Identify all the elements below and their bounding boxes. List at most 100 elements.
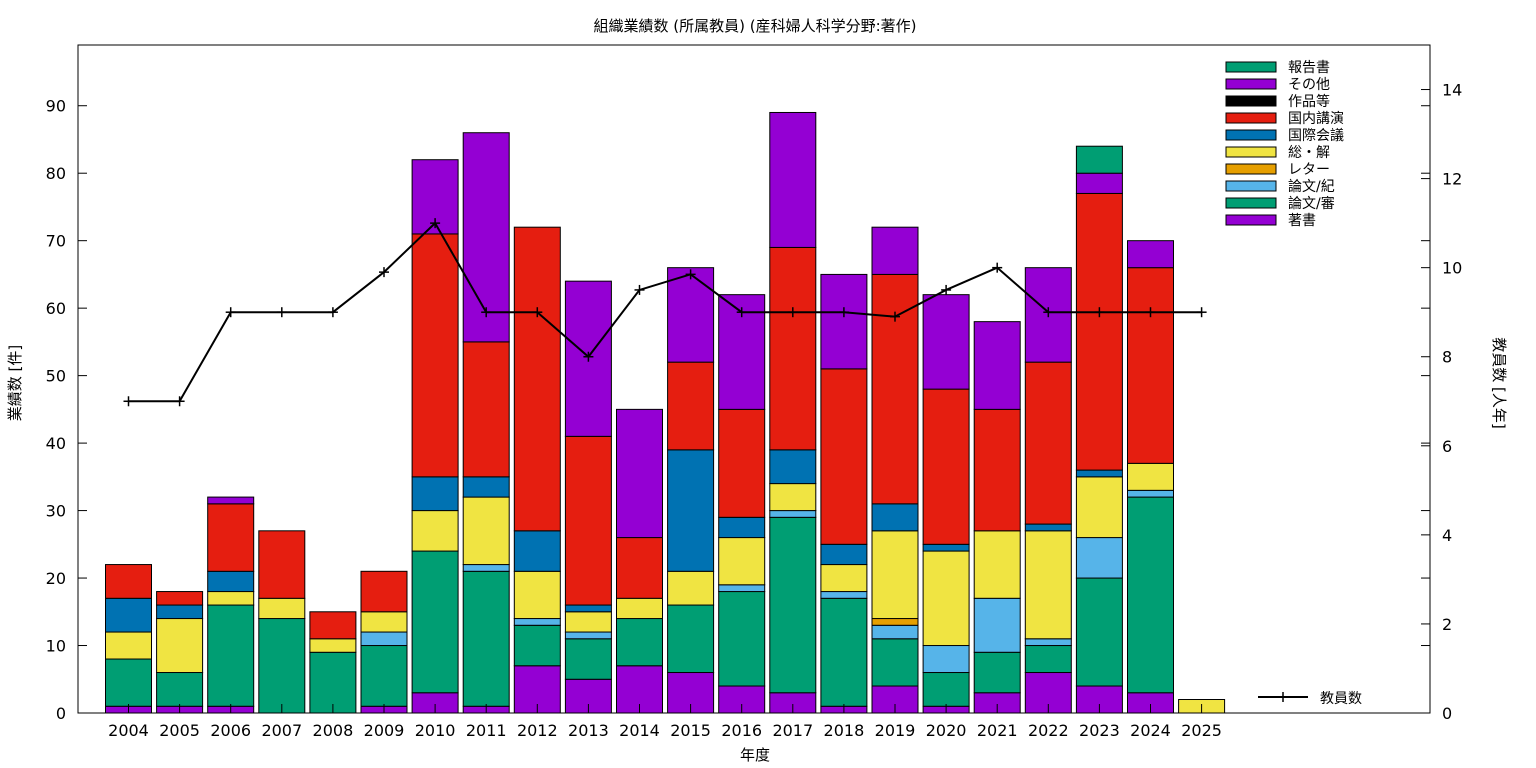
bar-segment bbox=[207, 496, 255, 505]
plot-area: 0 10 20 30 40 50 60 70 80 90 0 2 4 6 8 10 12 14 2004 2005 20… bbox=[46, 44, 1462, 740]
y-tick-label: 0 bbox=[56, 704, 66, 723]
bar-segment bbox=[769, 111, 817, 248]
bar-segment bbox=[667, 604, 715, 674]
x-tick-label: 2013 bbox=[568, 721, 609, 740]
bar-segment bbox=[1024, 645, 1072, 674]
bar-segment bbox=[1075, 476, 1123, 539]
bar-segment bbox=[564, 631, 612, 640]
legend-label: 報告書 bbox=[1288, 60, 1330, 76]
bar-segment bbox=[667, 570, 715, 606]
bar-segment bbox=[769, 449, 817, 485]
bar-segment bbox=[462, 476, 510, 498]
bar-segment bbox=[105, 658, 152, 707]
bar-segment bbox=[973, 408, 1021, 532]
bar-segment bbox=[411, 510, 459, 552]
bar-segment bbox=[667, 449, 715, 572]
bar-segment bbox=[1024, 523, 1072, 532]
x-tick-label: 2010 bbox=[415, 721, 456, 740]
x-tick-label: 2021 bbox=[977, 721, 1018, 740]
bar-segment bbox=[820, 597, 868, 707]
y-tick-label: 70 bbox=[46, 232, 66, 251]
legend-label: 著書 bbox=[1288, 213, 1316, 229]
x-tick-label: 2015 bbox=[670, 721, 711, 740]
bar-segment bbox=[718, 408, 766, 518]
bar-segment bbox=[1024, 638, 1072, 647]
bar-segment bbox=[616, 537, 663, 599]
bar-segment bbox=[207, 503, 255, 572]
legend-label: その他 bbox=[1288, 77, 1330, 93]
legend-swatch bbox=[1225, 129, 1277, 141]
legend-swatch bbox=[1225, 61, 1277, 73]
bar-segment bbox=[156, 672, 204, 707]
legend-swatch bbox=[1225, 180, 1277, 192]
bar-segment bbox=[973, 597, 1021, 653]
y-tick-label: 40 bbox=[46, 434, 66, 453]
bar-segment bbox=[564, 604, 612, 613]
x-tick-label: 2025 bbox=[1181, 721, 1222, 740]
bar-segment bbox=[871, 638, 919, 687]
bar-segment bbox=[973, 651, 1021, 694]
bar-segment bbox=[360, 645, 408, 707]
bar-segment bbox=[718, 516, 766, 539]
y-axis-label: 業績数 [件] bbox=[6, 345, 24, 421]
bar-segment bbox=[258, 597, 306, 620]
y-tick-label: 30 bbox=[46, 502, 66, 521]
bar-segment bbox=[1024, 530, 1072, 640]
bar-segment bbox=[922, 294, 970, 390]
bar-segment bbox=[360, 570, 408, 613]
bar-segment bbox=[258, 530, 306, 599]
bar-segment bbox=[1127, 267, 1174, 464]
bar-segment bbox=[207, 604, 255, 707]
x-tick-label: 2018 bbox=[824, 721, 865, 740]
bar-segment bbox=[462, 496, 510, 566]
x-tick-label: 2020 bbox=[926, 721, 967, 740]
bar-segment bbox=[769, 483, 817, 512]
bar-segment bbox=[922, 672, 970, 707]
bar-segment bbox=[1075, 145, 1123, 174]
bar-segment bbox=[1075, 577, 1123, 687]
bar-segment bbox=[462, 564, 510, 572]
bar-segment bbox=[1127, 489, 1174, 498]
legend-label: 作品等 bbox=[1288, 93, 1330, 110]
legend-swatch bbox=[1225, 146, 1277, 158]
bar-segment bbox=[922, 645, 970, 674]
legend-swatch bbox=[1225, 78, 1277, 90]
bar-segment bbox=[360, 611, 408, 633]
bar-segment bbox=[1075, 172, 1123, 194]
x-tick-label: 2004 bbox=[108, 721, 149, 740]
bar-segment bbox=[411, 550, 459, 694]
bar-segment bbox=[1127, 240, 1174, 269]
bar-segment bbox=[718, 591, 766, 687]
y-tick-label: 90 bbox=[46, 97, 66, 116]
legend-swatch bbox=[1225, 95, 1277, 107]
bar-segment bbox=[309, 651, 357, 714]
y-tick-label: 80 bbox=[46, 164, 66, 183]
bar-segment bbox=[411, 476, 459, 512]
bar-segment bbox=[513, 618, 561, 626]
bar-segment bbox=[769, 510, 817, 518]
bar-segment bbox=[820, 564, 868, 593]
legend-line-label: 教員数 bbox=[1320, 691, 1362, 707]
x-tick-label: 2023 bbox=[1079, 721, 1120, 740]
bar-segment bbox=[156, 591, 204, 606]
y-tick-label: 20 bbox=[46, 569, 66, 588]
legend-label: 総・解 bbox=[1288, 145, 1330, 161]
bar-segment bbox=[922, 550, 970, 647]
bar-segment bbox=[1075, 192, 1123, 471]
bar-segment bbox=[1024, 361, 1072, 525]
y2-tick-label: 6 bbox=[1442, 437, 1452, 456]
bar-segment bbox=[871, 618, 919, 626]
bar-segment bbox=[667, 267, 715, 363]
bar-segment bbox=[309, 611, 357, 640]
bar-segment bbox=[871, 530, 919, 620]
y2-tick-label: 4 bbox=[1442, 526, 1452, 545]
bar-segment bbox=[871, 226, 919, 275]
bar-segment bbox=[513, 570, 561, 620]
bar-segment bbox=[462, 341, 510, 478]
bar-segment bbox=[105, 564, 152, 599]
bar-segment bbox=[360, 631, 408, 647]
x-tick-label: 2014 bbox=[619, 721, 660, 740]
bar-segment bbox=[462, 570, 510, 707]
bar-segment bbox=[922, 388, 970, 545]
